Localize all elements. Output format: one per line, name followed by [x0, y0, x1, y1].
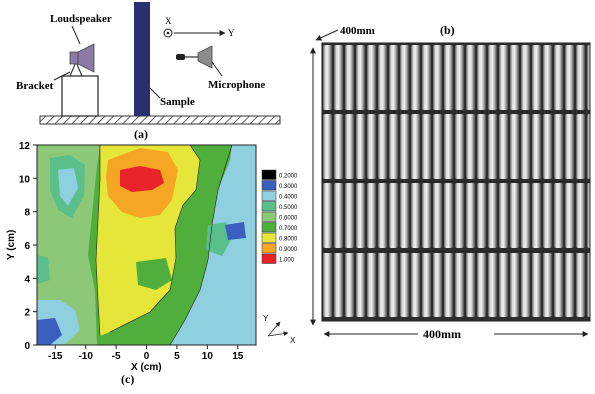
axis-x-label: X: [165, 16, 172, 26]
microphone: [176, 45, 213, 69]
x-tick-label: -15: [48, 351, 63, 362]
corner-axis-x: X: [290, 336, 296, 345]
panel-b-caption: (b): [440, 23, 455, 37]
x-tick-label: 10: [202, 351, 214, 362]
loudspeaker-label: Loudspeaker: [50, 13, 112, 25]
bracket: [61, 75, 99, 117]
legend-label: 0.9000: [279, 247, 298, 253]
y-tick-label: 2: [24, 308, 30, 319]
microphone-pointer: [211, 61, 223, 77]
legend-label: 0.8000: [279, 237, 298, 243]
y-tick-label: 6: [24, 241, 30, 252]
x-tick-label: 5: [174, 351, 180, 362]
dim-top-arrow: [315, 29, 339, 41]
x-tick-label: 0: [144, 351, 150, 362]
legend-swatch: [261, 243, 277, 254]
legend-swatch: [261, 201, 277, 212]
y-tick-label: 10: [19, 174, 31, 185]
legend-swatch: [261, 253, 277, 264]
sample-label: Sample: [160, 96, 195, 108]
panel-b-dim-top: 400mm: [340, 25, 375, 37]
loudspeaker: [69, 43, 95, 77]
rod-row-gaps: [322, 111, 590, 253]
loudspeaker-pointer: [71, 25, 81, 45]
legend-swatch: [261, 211, 277, 222]
corner-axis-y: Y: [263, 314, 269, 323]
legend-swatch: [261, 232, 277, 243]
sample-panel: [134, 2, 150, 116]
bracket-pointer: [53, 71, 71, 81]
x-axis-ticks: -15 -10 -5 0 5 10 15: [48, 345, 244, 362]
y-tick-label: 8: [24, 208, 30, 219]
axis-y-label: Y: [228, 28, 235, 38]
legend-label: 0.4000: [279, 195, 298, 201]
sample-pointer: [149, 87, 161, 99]
panel-a-caption: (a): [134, 127, 148, 141]
legend-label: 1.000: [279, 258, 295, 264]
legend-label: 0.2000: [279, 174, 298, 180]
legend-swatch: [261, 180, 277, 191]
coordinate-axes: X Y: [163, 16, 235, 38]
panel-a-setup: Loudspeaker Bracket Sample X Y Microphon…: [16, 2, 281, 141]
legend-label: 0.3000: [279, 184, 298, 190]
y-tick-label: 12: [19, 141, 31, 152]
x-tick-label: 15: [232, 351, 244, 362]
legend-swatch: [261, 222, 277, 233]
y-tick-label: 4: [24, 274, 30, 285]
y-axis-ticks: 0 2 4 6 8 10 12: [19, 141, 37, 352]
y-axis-label: Y (cm): [6, 230, 17, 260]
corner-axes-indicator: Y X: [263, 314, 296, 345]
legend-swatch: [261, 169, 277, 180]
microphone-label: Microphone: [208, 79, 265, 91]
x-axis-label: X (cm): [131, 362, 162, 373]
floor-hatch: [39, 115, 281, 125]
panel-c-contour: -15 -10 -5 0 5 10 15 0 2 4 6 8 10 12 X (cm) Y (cm) (…: [6, 141, 298, 386]
legend-label: 0.7000: [279, 226, 298, 232]
legend-swatch: [261, 190, 277, 201]
x-tick-label: -5: [112, 351, 121, 362]
rod-array-frame: [321, 42, 591, 322]
legend-label: 0.6000: [279, 216, 298, 222]
dim-bottom-label-bg: [418, 324, 494, 340]
panel-b-dim-bottom: 400mm: [423, 327, 461, 341]
bracket-label: Bracket: [16, 80, 54, 92]
legend-label: 0.5000: [279, 205, 298, 211]
panel-b-photo: 400mm (b) 400mm: [310, 23, 591, 341]
contour-plot: [37, 145, 256, 345]
color-legend: 0.2000 0.3000 0.4000 0.5000 0.6000 0.7000 0.80…: [261, 169, 298, 264]
x-tick-label: -10: [78, 351, 93, 362]
panel-c-caption: (c): [121, 372, 134, 386]
y-tick-label: 0: [24, 341, 30, 352]
